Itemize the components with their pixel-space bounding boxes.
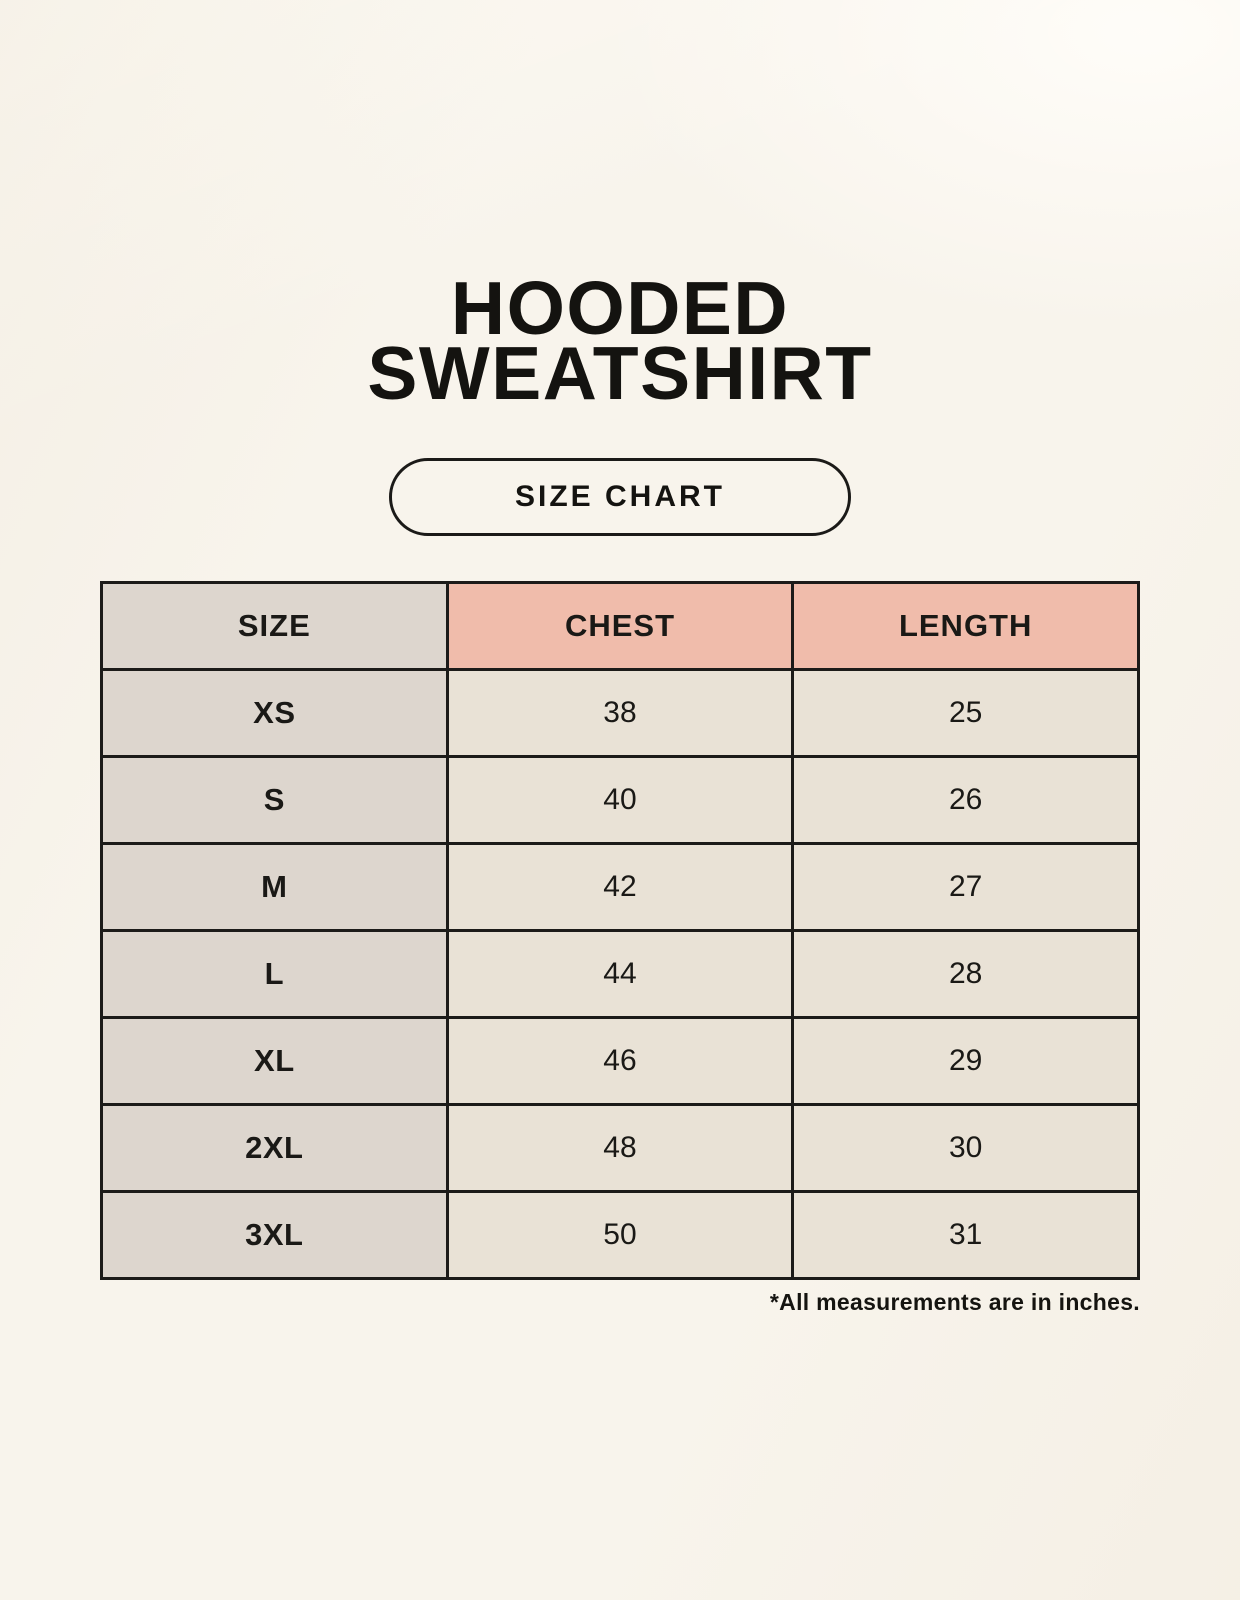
table-row: XS 38 25 xyxy=(100,668,1140,758)
chest-value: 44 xyxy=(445,929,795,1019)
size-chart-table: SIZE CHEST LENGTH XS 38 25 S 40 26 M xyxy=(100,581,1140,1280)
size-label: M xyxy=(100,842,449,932)
length-value: 25 xyxy=(791,668,1140,758)
chest-value: 46 xyxy=(445,1016,795,1106)
table-row: 3XL 50 31 xyxy=(100,1190,1140,1280)
size-chart-button[interactable]: SIZE CHART xyxy=(389,458,851,536)
size-label: XL xyxy=(100,1016,449,1106)
size-chart-button-label: SIZE CHART xyxy=(515,480,725,513)
length-value: 31 xyxy=(791,1190,1140,1280)
size-label: L xyxy=(100,929,449,1019)
chest-value: 42 xyxy=(445,842,795,932)
chest-value: 48 xyxy=(445,1103,795,1193)
page-title-line2: SWEATSHIRT xyxy=(367,331,873,415)
length-value: 29 xyxy=(791,1016,1140,1106)
column-header-size: SIZE xyxy=(100,581,449,671)
table-row: XL 46 29 xyxy=(100,1016,1140,1106)
size-label: 2XL xyxy=(100,1103,449,1193)
column-header-chest: CHEST xyxy=(445,581,795,671)
table-row: 2XL 48 30 xyxy=(100,1103,1140,1193)
table-row: L 44 28 xyxy=(100,929,1140,1019)
table-row: S 40 26 xyxy=(100,755,1140,845)
table-header-row: SIZE CHEST LENGTH xyxy=(100,581,1140,671)
measurements-footnote: *All measurements are in inches. xyxy=(769,1289,1140,1315)
chest-value: 50 xyxy=(445,1190,795,1280)
size-label: 3XL xyxy=(100,1190,449,1280)
length-value: 27 xyxy=(791,842,1140,932)
size-chart-table-container: SIZE CHEST LENGTH XS 38 25 S 40 26 M xyxy=(100,581,1140,1316)
size-label: S xyxy=(100,755,449,845)
table-row: M 42 27 xyxy=(100,842,1140,932)
length-value: 30 xyxy=(791,1103,1140,1193)
column-header-length: LENGTH xyxy=(791,581,1140,671)
page-title-line1: HOODED xyxy=(450,266,790,350)
chest-value: 38 xyxy=(445,668,795,758)
page-title: HOODED SWEATSHIRT xyxy=(0,266,1240,415)
size-label: XS xyxy=(100,668,449,758)
chest-value: 40 xyxy=(445,755,795,845)
length-value: 28 xyxy=(791,929,1140,1019)
length-value: 26 xyxy=(791,755,1140,845)
